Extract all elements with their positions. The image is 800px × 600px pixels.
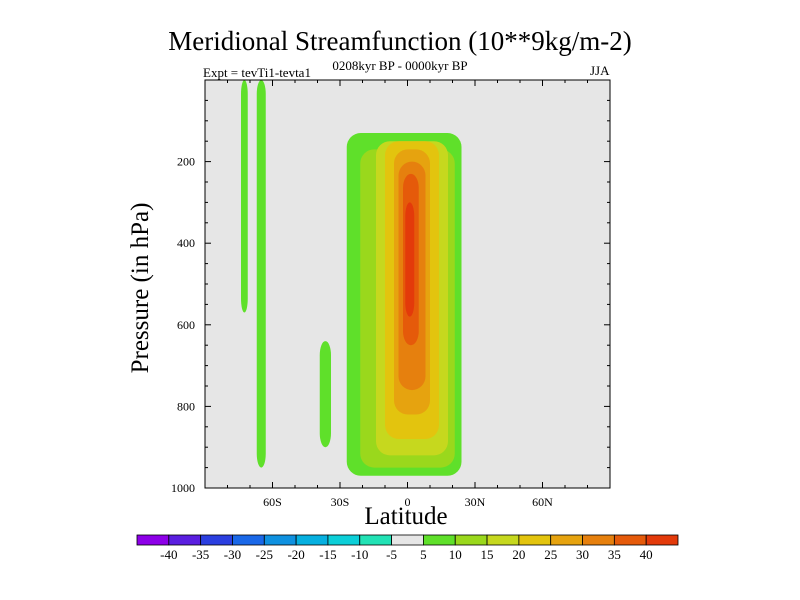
colorbar-label: -20 xyxy=(287,547,304,562)
colorbar-label: -5 xyxy=(386,547,397,562)
colorbar-box xyxy=(583,535,615,545)
colorbar-label: 10 xyxy=(449,547,462,562)
x-axis-label: Latitude xyxy=(0,503,800,531)
colorbar-boxes xyxy=(137,535,678,545)
colorbar-label: 15 xyxy=(481,547,494,562)
colorbar-label: -25 xyxy=(256,547,273,562)
colorbar-box xyxy=(137,535,169,545)
colorbar-label: -30 xyxy=(224,547,241,562)
colorbar-box xyxy=(519,535,551,545)
colorbar-box xyxy=(169,535,201,545)
colorbar-label: 20 xyxy=(512,547,525,562)
colorbar-label: 25 xyxy=(544,547,557,562)
colorbar-box xyxy=(551,535,583,545)
period-label: 0208kyr BP - 0000kyr BP xyxy=(0,58,800,74)
colorbar-box xyxy=(296,535,328,545)
colorbar-box xyxy=(360,535,392,545)
colorbar-box xyxy=(264,535,296,545)
colorbar-label: -40 xyxy=(160,547,177,562)
colorbar-box xyxy=(328,535,360,545)
colorbar-box xyxy=(423,535,455,545)
colorbar-box xyxy=(232,535,264,545)
y-axis-label: Pressure (in hPa) xyxy=(127,203,155,374)
colorbar-label: -10 xyxy=(351,547,368,562)
colorbar-box xyxy=(392,535,424,545)
colorbar-label: -15 xyxy=(319,547,336,562)
colorbar-box xyxy=(201,535,233,545)
colorbar-label: 5 xyxy=(420,547,427,562)
colorbar-labels: -40 -35 -30 -25 -20 -15 -10 -5 5 10 15 20 25 30 35 40 xyxy=(160,547,653,562)
colorbar-label: 40 xyxy=(640,547,653,562)
colorbar-box xyxy=(455,535,487,545)
chart-title: Meridional Streamfunction (10**9kg/m-2) xyxy=(0,26,800,57)
colorbar-box xyxy=(487,535,519,545)
colorbar-label: 35 xyxy=(608,547,621,562)
colorbar-box xyxy=(614,535,646,545)
colorbar-box xyxy=(646,535,678,545)
season-label: JJA xyxy=(590,63,610,79)
colorbar-label: 30 xyxy=(576,547,589,562)
colorbar-label: -35 xyxy=(192,547,209,562)
